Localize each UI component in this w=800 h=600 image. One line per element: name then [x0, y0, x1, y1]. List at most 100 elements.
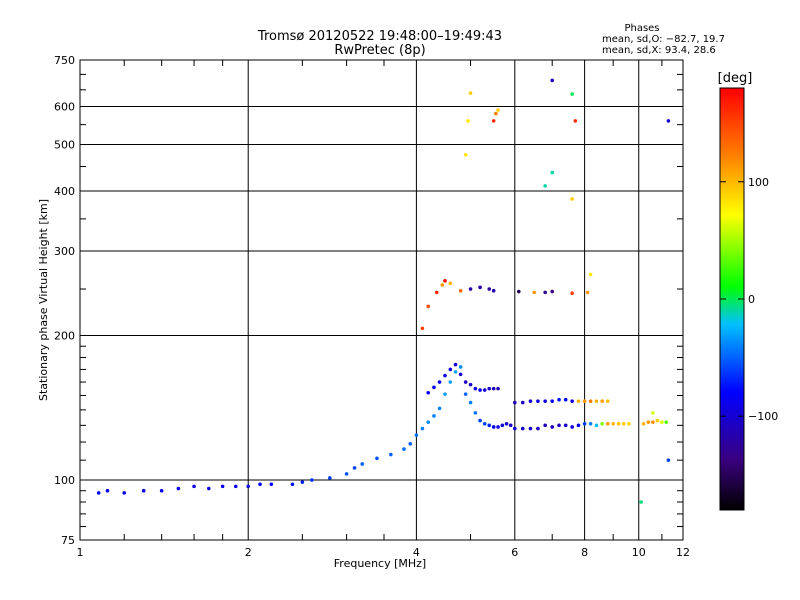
data-point	[352, 466, 357, 470]
data-point	[487, 386, 492, 391]
data-point	[192, 484, 196, 489]
data-point	[504, 421, 509, 426]
data-point	[570, 92, 574, 96]
data-point	[508, 423, 513, 428]
data-point	[402, 447, 406, 451]
data-point	[666, 119, 671, 123]
data-point	[420, 426, 425, 431]
data-point	[651, 411, 655, 415]
data-point	[517, 289, 521, 294]
data-point	[664, 420, 669, 424]
data-point	[468, 91, 473, 95]
data-point	[543, 423, 547, 428]
plot-frame	[79, 59, 684, 541]
x-tick-label: 2	[245, 546, 252, 559]
data-point	[621, 421, 626, 426]
colorbar-label: [deg]	[718, 71, 753, 86]
x-axis-label: Frequency [MHz]	[334, 557, 426, 570]
colorbar-tick-label: 100	[748, 176, 769, 189]
points-layer	[96, 78, 671, 504]
data-point	[432, 414, 436, 418]
y-tick-label: 75	[61, 534, 75, 547]
y-axis-label: Stationary phase Virtual Height [km]	[37, 199, 50, 401]
colorbar-ticks: 100 0 −100	[720, 176, 778, 423]
data-point	[310, 478, 314, 482]
data-point	[426, 420, 431, 424]
data-point	[414, 433, 419, 437]
data-point	[570, 197, 574, 201]
data-point	[258, 482, 262, 487]
data-point	[432, 385, 436, 390]
data-point	[594, 423, 599, 428]
data-point	[582, 421, 587, 426]
y-tick-label: 100	[54, 474, 75, 487]
data-point	[443, 373, 447, 378]
data-point	[463, 392, 468, 396]
data-point	[389, 452, 393, 457]
x-tick-label: 8	[581, 546, 588, 559]
data-point	[269, 482, 274, 487]
data-point	[496, 386, 500, 391]
data-point	[344, 472, 349, 476]
data-point	[500, 423, 505, 428]
data-point	[512, 400, 517, 405]
data-point	[641, 421, 646, 426]
data-point	[600, 421, 604, 426]
stats-line-o: mean, sd,O: −82.7, 19.7	[602, 34, 725, 45]
data-point	[246, 484, 251, 489]
data-point	[582, 399, 587, 403]
data-point	[651, 420, 655, 424]
data-point	[141, 488, 146, 493]
data-point	[463, 380, 468, 384]
data-point	[588, 399, 593, 403]
data-point	[408, 441, 413, 446]
data-point	[605, 399, 610, 403]
data-point	[448, 380, 453, 384]
data-point	[528, 399, 533, 403]
data-point	[440, 283, 445, 287]
data-point	[611, 421, 615, 426]
colorbar-tick-label: −100	[748, 410, 778, 423]
data-point	[300, 480, 305, 484]
data-point	[570, 425, 574, 429]
data-point	[491, 288, 496, 293]
data-point	[491, 425, 496, 429]
stats-line-x: mean, sd,X: 93.4, 28.6	[602, 45, 716, 56]
data-point	[660, 420, 664, 424]
data-point	[482, 388, 487, 392]
x-tick-label: 4	[413, 546, 420, 559]
data-point	[290, 482, 295, 487]
data-point	[491, 386, 496, 391]
data-point	[532, 290, 537, 295]
data-point	[520, 426, 525, 431]
data-point	[666, 458, 671, 462]
data-point	[463, 152, 468, 157]
chart-title: Tromsø 20120522 19:48:00–19:49:43	[257, 29, 502, 44]
y-tick-label: 400	[54, 185, 75, 198]
data-point	[520, 400, 525, 405]
data-point	[496, 425, 500, 429]
data-point	[570, 399, 574, 403]
data-point	[473, 411, 478, 415]
data-point	[536, 399, 540, 403]
data-point	[588, 272, 593, 277]
data-point	[448, 367, 453, 372]
data-point	[434, 290, 439, 295]
data-point	[482, 421, 487, 426]
grid-layer	[80, 60, 683, 540]
data-point	[487, 287, 492, 291]
data-point	[512, 426, 517, 431]
data-point	[627, 421, 631, 426]
data-point	[585, 290, 590, 295]
data-point	[605, 421, 610, 426]
data-point	[573, 119, 578, 123]
data-point	[616, 421, 621, 426]
data-point	[528, 426, 533, 431]
x-tick-label: 12	[676, 546, 690, 559]
data-point	[206, 486, 211, 491]
data-point	[458, 288, 463, 293]
data-point	[453, 362, 458, 367]
data-point	[594, 399, 599, 403]
data-point	[458, 365, 463, 369]
